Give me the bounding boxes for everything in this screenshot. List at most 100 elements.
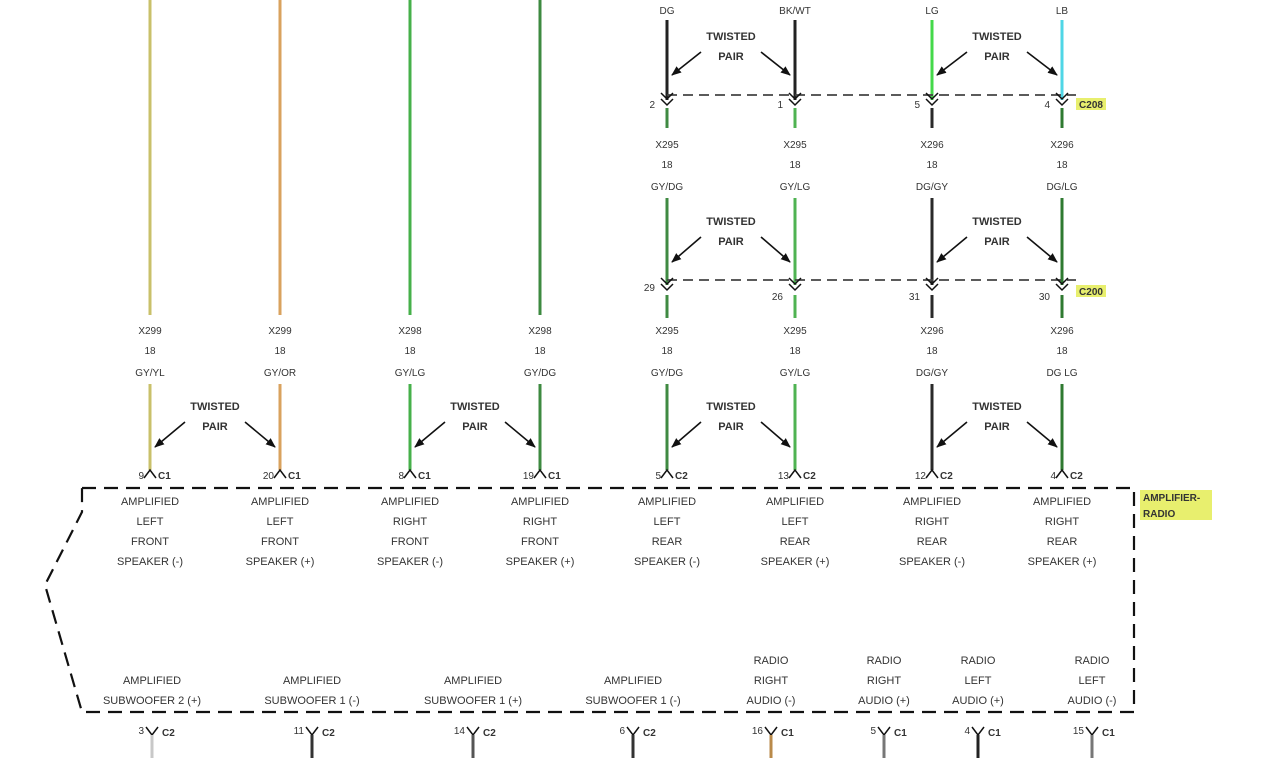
connector-c208-pin [788, 92, 802, 107]
connector-c208-highlight [1076, 98, 1106, 110]
pin-number: 14 [454, 726, 466, 737]
pin-function-label: RADIO [1075, 655, 1110, 667]
connector-c200-pin [660, 277, 674, 292]
connector-label: C2 [675, 471, 688, 482]
pin-number: 6 [619, 726, 625, 737]
module-connector-pin [533, 468, 547, 479]
connector-c208-pin [660, 92, 674, 107]
wire-color-code: GY/YL [135, 368, 165, 379]
twisted-pair-arrow [244, 421, 276, 448]
twisted-pair-label: TWISTED [972, 401, 1022, 413]
twisted-pair-module: TWISTED PAIR [671, 401, 791, 448]
pin-function-label: AUDIO (-) [1068, 695, 1117, 707]
module-connector-pin [764, 726, 778, 737]
pin-number: 2 [649, 100, 655, 111]
twisted-pair-module: TWISTED PAIR [936, 401, 1058, 448]
connector-c200-pin [1055, 277, 1069, 292]
module-connector-pin [1055, 468, 1069, 479]
twisted-pair-module: TWISTED PAIR [414, 401, 536, 448]
module-connector-pin [877, 726, 891, 737]
twisted-pair-label: PAIR [718, 236, 744, 248]
module-boxes-layer [43, 98, 1212, 714]
wire-color-code: GY/DG [651, 368, 683, 379]
pin-function-label: AMPLIFIED [1033, 496, 1091, 508]
pin-function-label: LEFT [965, 675, 992, 687]
pin-function-label: LEFT [267, 516, 294, 528]
pin-number: 12 [915, 471, 927, 482]
module-connector-pin [925, 468, 939, 479]
wire-color-code: DG/LG [1046, 182, 1077, 193]
twisted-pair-arrow [936, 421, 968, 448]
twisted-pair-module: TWISTED PAIR [154, 401, 276, 448]
pin-function-label: FRONT [131, 536, 169, 548]
wire-color-code: LG [925, 6, 939, 17]
pin-function-label: RADIO [867, 655, 902, 667]
wire-gauge: 18 [926, 160, 938, 171]
pin-function-label: SPEAKER (-) [634, 556, 700, 568]
circuit-number: X295 [655, 140, 679, 151]
twisted-pair-arrow [414, 421, 446, 448]
pin-number: 4 [964, 726, 970, 737]
labels-layer: DG BK/WT LG LB2 1 5 4 C208TWISTEDPAIRTWISTEDPAI… [103, 6, 1200, 739]
pin-function-label: RIGHT [393, 516, 428, 528]
twisted-pair-arrow [671, 51, 702, 76]
pin-function-label: AUDIO (+) [952, 695, 1004, 707]
pin-number: 5 [914, 100, 920, 111]
wire-gauge: 18 [1056, 160, 1068, 171]
connector-c200-label: C200 [1079, 287, 1103, 298]
module-label-highlight [1140, 490, 1212, 520]
pin-number: 13 [778, 471, 790, 482]
pin-number: 26 [772, 292, 784, 303]
circuit-number: X295 [783, 326, 807, 337]
pin-number: 3 [138, 726, 144, 737]
module-connector-pin [660, 468, 674, 479]
pin-function-label: AUDIO (+) [858, 695, 910, 707]
connector-label: C1 [288, 471, 301, 482]
twisted-pair-arrow [760, 421, 791, 448]
connector-label: C2 [1070, 471, 1083, 482]
circuit-number: X296 [1050, 326, 1074, 337]
pin-function-label: SPEAKER (+) [761, 556, 830, 568]
pin-number: 5 [655, 471, 661, 482]
pin-function-label: SPEAKER (-) [117, 556, 183, 568]
twisted-pair-c200-left: TWISTED PAIR [671, 216, 791, 263]
twisted-pair-arrow [154, 421, 186, 448]
circuit-number: X299 [138, 326, 162, 337]
pin-function-label: RADIO [754, 655, 789, 667]
module-connector-pin [305, 726, 319, 737]
pin-function-label: LEFT [137, 516, 164, 528]
wire-gauge: 18 [926, 346, 938, 357]
circuit-number: X295 [783, 140, 807, 151]
wire-gauge: 18 [661, 346, 673, 357]
pin-function-label: FRONT [521, 536, 559, 548]
twisted-pair-label: PAIR [984, 236, 1010, 248]
connector-c208-pin [1055, 92, 1069, 107]
connector-label: C2 [162, 728, 175, 739]
pin-function-label: AMPLIFIED [123, 675, 181, 687]
pin-function-label: REAR [917, 536, 948, 548]
pin-function-label: RIGHT [867, 675, 902, 687]
wire-color-code: DG LG [1046, 368, 1077, 379]
twisted-pair-arrow [760, 51, 791, 76]
connector-c208-pin [925, 92, 939, 107]
module-connector-pin [971, 726, 985, 737]
wire-color-code: DG [660, 6, 675, 17]
pin-number: 30 [1039, 292, 1051, 303]
connector-label: C1 [548, 471, 561, 482]
twisted-pair-label: PAIR [984, 51, 1010, 63]
twisted-pair-arrow [671, 236, 702, 263]
wire-gauge: 18 [144, 346, 156, 357]
connector-label: C1 [894, 728, 907, 739]
pin-number: 1 [777, 100, 783, 111]
pin-function-label: SPEAKER (+) [1028, 556, 1097, 568]
pin-function-label: AMPLIFIED [381, 496, 439, 508]
wire-gauge: 18 [789, 346, 801, 357]
pin-function-label: AMPLIFIED [444, 675, 502, 687]
amplifier-radio-module-boundary [43, 486, 1136, 714]
wire-color-code: BK/WT [779, 6, 811, 17]
module-connector-pin [145, 726, 159, 737]
wire-gauge: 18 [274, 346, 286, 357]
twisted-pair-arrow [760, 236, 791, 263]
twisted-pair-c200-right: TWISTED PAIR [936, 216, 1058, 263]
twisted-pair-arrow [1026, 421, 1058, 448]
